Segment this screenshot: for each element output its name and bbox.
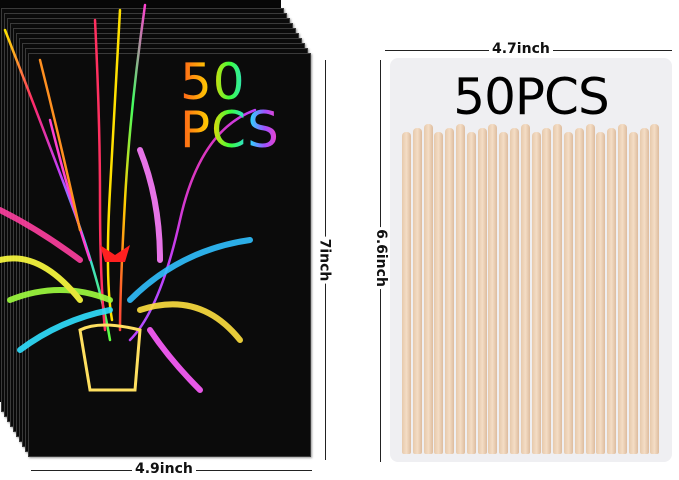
wooden-stick — [466, 132, 476, 454]
wooden-stick — [639, 128, 649, 454]
wooden-stick — [445, 128, 455, 454]
wooden-stick — [510, 128, 519, 454]
stick-box — [390, 58, 672, 462]
height-dimension-label-right: 6.6inch — [372, 227, 389, 289]
wooden-stick — [477, 128, 487, 454]
wooden-stick — [412, 128, 422, 454]
height-dimension-label-left: 7inch — [316, 236, 333, 284]
wooden-stick — [596, 132, 606, 454]
wooden-stick — [553, 124, 563, 454]
wooden-stick — [456, 124, 465, 454]
wooden-stick — [585, 124, 595, 454]
scratch-paper-front-sheet: 50 PCS — [0, 0, 281, 402]
width-dimension-label-right: 4.7inch — [489, 41, 553, 57]
wooden-stick — [402, 132, 411, 454]
wooden-stick — [564, 132, 573, 454]
wooden-stick — [531, 132, 541, 454]
wooden-stick — [650, 124, 660, 454]
title-line-2: PCS — [180, 101, 280, 159]
wooden-stick — [423, 124, 433, 454]
wooden-stick — [520, 124, 530, 454]
wooden-stick — [499, 132, 509, 454]
wooden-stick — [628, 132, 638, 454]
pieces-count-rainbow-title: 50 PCS — [180, 58, 280, 154]
title-line-1: 50 — [180, 53, 246, 111]
wooden-stick — [618, 124, 627, 454]
width-dimension-label-left: 4.9inch — [132, 461, 196, 477]
rainbow-flower-illustration — [0, 3, 257, 393]
wooden-stick — [488, 124, 498, 454]
stick-box-title: 50PCS — [453, 68, 609, 126]
wooden-stick — [434, 132, 444, 454]
wooden-stick — [574, 128, 584, 454]
wooden-stick — [607, 128, 617, 454]
wooden-stick — [542, 128, 552, 454]
